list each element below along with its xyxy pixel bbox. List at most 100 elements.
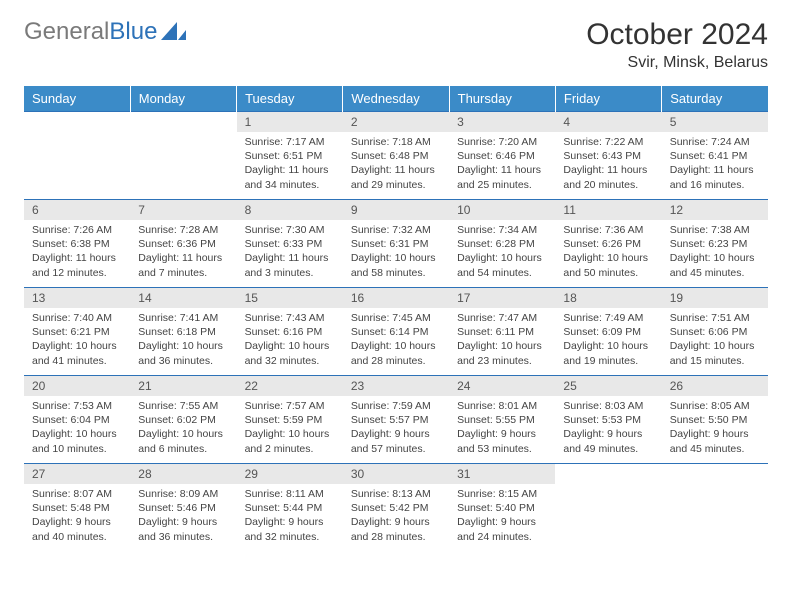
- calendar-day-cell: 26Sunrise: 8:05 AMSunset: 5:50 PMDayligh…: [662, 376, 768, 464]
- day-number: 25: [555, 376, 661, 396]
- calendar-day-cell: [130, 112, 236, 200]
- calendar-week-row: 1Sunrise: 7:17 AMSunset: 6:51 PMDaylight…: [24, 112, 768, 200]
- day-number: 14: [130, 288, 236, 308]
- calendar-day-cell: 7Sunrise: 7:28 AMSunset: 6:36 PMDaylight…: [130, 200, 236, 288]
- calendar-day-cell: 17Sunrise: 7:47 AMSunset: 6:11 PMDayligh…: [449, 288, 555, 376]
- day-number: 15: [237, 288, 343, 308]
- calendar-day-cell: 29Sunrise: 8:11 AMSunset: 5:44 PMDayligh…: [237, 464, 343, 552]
- day-details: Sunrise: 7:38 AMSunset: 6:23 PMDaylight:…: [662, 220, 768, 284]
- calendar-week-row: 27Sunrise: 8:07 AMSunset: 5:48 PMDayligh…: [24, 464, 768, 552]
- day-number: 27: [24, 464, 130, 484]
- weekday-header-row: SundayMondayTuesdayWednesdayThursdayFrid…: [24, 86, 768, 112]
- day-number: 26: [662, 376, 768, 396]
- day-details: Sunrise: 7:49 AMSunset: 6:09 PMDaylight:…: [555, 308, 661, 372]
- calendar-day-cell: [662, 464, 768, 552]
- day-details: Sunrise: 8:13 AMSunset: 5:42 PMDaylight:…: [343, 484, 449, 548]
- header: GeneralBlue October 2024 Svir, Minsk, Be…: [24, 18, 768, 72]
- weekday-header: Thursday: [449, 86, 555, 112]
- calendar-day-cell: [555, 464, 661, 552]
- day-details: Sunrise: 8:09 AMSunset: 5:46 PMDaylight:…: [130, 484, 236, 548]
- day-details: Sunrise: 7:22 AMSunset: 6:43 PMDaylight:…: [555, 132, 661, 196]
- calendar-day-cell: 4Sunrise: 7:22 AMSunset: 6:43 PMDaylight…: [555, 112, 661, 200]
- day-number: 31: [449, 464, 555, 484]
- day-number: 20: [24, 376, 130, 396]
- weekday-header: Monday: [130, 86, 236, 112]
- logo-text-blue: Blue: [109, 18, 157, 46]
- day-details: Sunrise: 8:07 AMSunset: 5:48 PMDaylight:…: [24, 484, 130, 548]
- day-number: 11: [555, 200, 661, 220]
- calendar-day-cell: 20Sunrise: 7:53 AMSunset: 6:04 PMDayligh…: [24, 376, 130, 464]
- calendar-day-cell: 10Sunrise: 7:34 AMSunset: 6:28 PMDayligh…: [449, 200, 555, 288]
- day-details: Sunrise: 7:30 AMSunset: 6:33 PMDaylight:…: [237, 220, 343, 284]
- calendar-day-cell: 6Sunrise: 7:26 AMSunset: 6:38 PMDaylight…: [24, 200, 130, 288]
- calendar-day-cell: 13Sunrise: 7:40 AMSunset: 6:21 PMDayligh…: [24, 288, 130, 376]
- day-details: Sunrise: 7:18 AMSunset: 6:48 PMDaylight:…: [343, 132, 449, 196]
- calendar-day-cell: 19Sunrise: 7:51 AMSunset: 6:06 PMDayligh…: [662, 288, 768, 376]
- title-block: October 2024 Svir, Minsk, Belarus: [586, 18, 768, 72]
- calendar-day-cell: 30Sunrise: 8:13 AMSunset: 5:42 PMDayligh…: [343, 464, 449, 552]
- day-number: 17: [449, 288, 555, 308]
- calendar-day-cell: 9Sunrise: 7:32 AMSunset: 6:31 PMDaylight…: [343, 200, 449, 288]
- day-number: 16: [343, 288, 449, 308]
- calendar-day-cell: 14Sunrise: 7:41 AMSunset: 6:18 PMDayligh…: [130, 288, 236, 376]
- day-details: Sunrise: 8:05 AMSunset: 5:50 PMDaylight:…: [662, 396, 768, 460]
- day-details: Sunrise: 7:59 AMSunset: 5:57 PMDaylight:…: [343, 396, 449, 460]
- day-number: 7: [130, 200, 236, 220]
- day-number: 29: [237, 464, 343, 484]
- day-details: Sunrise: 7:28 AMSunset: 6:36 PMDaylight:…: [130, 220, 236, 284]
- day-details: Sunrise: 8:01 AMSunset: 5:55 PMDaylight:…: [449, 396, 555, 460]
- day-number: 13: [24, 288, 130, 308]
- day-number: 8: [237, 200, 343, 220]
- weekday-header: Tuesday: [237, 86, 343, 112]
- logo-sail-icon: [161, 22, 187, 42]
- weekday-header: Sunday: [24, 86, 130, 112]
- logo: GeneralBlue: [24, 18, 187, 46]
- calendar-day-cell: 31Sunrise: 8:15 AMSunset: 5:40 PMDayligh…: [449, 464, 555, 552]
- day-details: Sunrise: 7:34 AMSunset: 6:28 PMDaylight:…: [449, 220, 555, 284]
- calendar-day-cell: 21Sunrise: 7:55 AMSunset: 6:02 PMDayligh…: [130, 376, 236, 464]
- day-details: Sunrise: 7:32 AMSunset: 6:31 PMDaylight:…: [343, 220, 449, 284]
- calendar-week-row: 20Sunrise: 7:53 AMSunset: 6:04 PMDayligh…: [24, 376, 768, 464]
- day-number: 9: [343, 200, 449, 220]
- day-number: 4: [555, 112, 661, 132]
- day-number: 6: [24, 200, 130, 220]
- day-details: Sunrise: 7:45 AMSunset: 6:14 PMDaylight:…: [343, 308, 449, 372]
- day-details: Sunrise: 7:41 AMSunset: 6:18 PMDaylight:…: [130, 308, 236, 372]
- location: Svir, Minsk, Belarus: [586, 54, 768, 72]
- day-details: Sunrise: 7:24 AMSunset: 6:41 PMDaylight:…: [662, 132, 768, 196]
- calendar-week-row: 6Sunrise: 7:26 AMSunset: 6:38 PMDaylight…: [24, 200, 768, 288]
- calendar-day-cell: 18Sunrise: 7:49 AMSunset: 6:09 PMDayligh…: [555, 288, 661, 376]
- day-details: Sunrise: 7:47 AMSunset: 6:11 PMDaylight:…: [449, 308, 555, 372]
- day-number: 10: [449, 200, 555, 220]
- calendar-day-cell: 11Sunrise: 7:36 AMSunset: 6:26 PMDayligh…: [555, 200, 661, 288]
- day-number: 24: [449, 376, 555, 396]
- day-number: 21: [130, 376, 236, 396]
- day-details: Sunrise: 8:15 AMSunset: 5:40 PMDaylight:…: [449, 484, 555, 548]
- calendar-day-cell: 23Sunrise: 7:59 AMSunset: 5:57 PMDayligh…: [343, 376, 449, 464]
- day-details: Sunrise: 7:36 AMSunset: 6:26 PMDaylight:…: [555, 220, 661, 284]
- day-number: 3: [449, 112, 555, 132]
- day-number: 23: [343, 376, 449, 396]
- weekday-header: Friday: [555, 86, 661, 112]
- day-details: Sunrise: 7:40 AMSunset: 6:21 PMDaylight:…: [24, 308, 130, 372]
- calendar-day-cell: 2Sunrise: 7:18 AMSunset: 6:48 PMDaylight…: [343, 112, 449, 200]
- day-details: Sunrise: 7:43 AMSunset: 6:16 PMDaylight:…: [237, 308, 343, 372]
- month-title: October 2024: [586, 18, 768, 52]
- day-number: 30: [343, 464, 449, 484]
- day-details: Sunrise: 7:17 AMSunset: 6:51 PMDaylight:…: [237, 132, 343, 196]
- day-number: 5: [662, 112, 768, 132]
- day-details: Sunrise: 7:55 AMSunset: 6:02 PMDaylight:…: [130, 396, 236, 460]
- day-number: 12: [662, 200, 768, 220]
- calendar-day-cell: 1Sunrise: 7:17 AMSunset: 6:51 PMDaylight…: [237, 112, 343, 200]
- day-details: Sunrise: 7:51 AMSunset: 6:06 PMDaylight:…: [662, 308, 768, 372]
- day-number: 22: [237, 376, 343, 396]
- calendar-day-cell: [24, 112, 130, 200]
- day-number: 1: [237, 112, 343, 132]
- calendar-day-cell: 12Sunrise: 7:38 AMSunset: 6:23 PMDayligh…: [662, 200, 768, 288]
- calendar-day-cell: 16Sunrise: 7:45 AMSunset: 6:14 PMDayligh…: [343, 288, 449, 376]
- weekday-header: Wednesday: [343, 86, 449, 112]
- day-number: 28: [130, 464, 236, 484]
- day-details: Sunrise: 7:57 AMSunset: 5:59 PMDaylight:…: [237, 396, 343, 460]
- day-details: Sunrise: 7:20 AMSunset: 6:46 PMDaylight:…: [449, 132, 555, 196]
- day-details: Sunrise: 8:11 AMSunset: 5:44 PMDaylight:…: [237, 484, 343, 548]
